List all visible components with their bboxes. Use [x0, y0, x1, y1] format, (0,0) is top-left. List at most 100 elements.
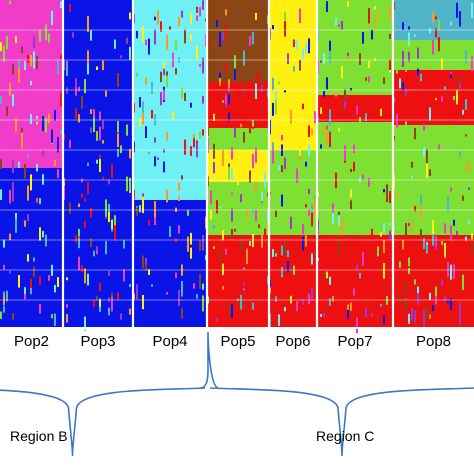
- individual-segment: [399, 78, 401, 89]
- individual-segment: [252, 302, 254, 310]
- individual-segment: [216, 317, 218, 322]
- individual-segment: [154, 16, 156, 21]
- individual-segment: [75, 78, 77, 93]
- individual-segment: [69, 139, 71, 149]
- individual-segment: [99, 159, 101, 172]
- individual-segment: [190, 247, 192, 259]
- individual-segment: [181, 87, 183, 99]
- individual-segment: [48, 33, 50, 43]
- individual-segment: [456, 2, 458, 18]
- individual-segment: [129, 177, 131, 192]
- individual-segment: [27, 214, 29, 222]
- individual-segment: [136, 207, 138, 216]
- population-block-pop6: [269, 0, 317, 329]
- individual-segment: [311, 212, 313, 227]
- individual-segment: [178, 57, 180, 63]
- individual-segment: [347, 1, 349, 7]
- individual-segment: [57, 234, 59, 248]
- individual-segment: [51, 10, 53, 26]
- individual-segment: [383, 223, 385, 233]
- individual-segment: [81, 178, 83, 183]
- individual-segment: [326, 1, 328, 12]
- individual-segment: [57, 169, 59, 179]
- individual-segment: [228, 303, 230, 316]
- individual-segment: [249, 170, 251, 183]
- individual-segment: [51, 129, 53, 143]
- individual-segment: [157, 317, 159, 323]
- individual-segment: [111, 228, 113, 232]
- individual-segment: [178, 290, 180, 306]
- individual-segment: [350, 106, 352, 117]
- individual-segment: [402, 295, 404, 310]
- individual-segment: [414, 206, 416, 212]
- individual-segment: [353, 161, 355, 172]
- individual-segment: [184, 43, 186, 55]
- individual-segment: [190, 33, 192, 42]
- individual-segment: [278, 165, 280, 171]
- individual-segment: [154, 137, 156, 143]
- individual-segment: [417, 286, 419, 298]
- individual-segment: [0, 131, 2, 137]
- individual-segment: [69, 3, 71, 12]
- individual-segment: [228, 112, 230, 121]
- individual-segment: [199, 273, 201, 289]
- individual-segment: [453, 96, 455, 101]
- individual-segment: [139, 117, 141, 127]
- individual-segment: [444, 86, 446, 90]
- individual-segment: [66, 61, 68, 76]
- population-label-pop4: Pop4: [152, 333, 187, 350]
- individual-segment: [417, 293, 419, 305]
- individual-segment: [228, 167, 230, 180]
- individual-segment: [123, 240, 125, 249]
- individual-segment: [429, 107, 431, 121]
- individual-segment: [411, 175, 413, 179]
- individual-segment: [314, 199, 316, 214]
- individual-segment: [323, 270, 325, 279]
- individual-segment: [60, 92, 62, 107]
- cluster-block: [317, 0, 393, 95]
- individual-segment: [12, 159, 14, 173]
- individual-segment: [450, 74, 452, 78]
- individual-segment: [243, 84, 245, 95]
- individual-segment: [216, 200, 218, 214]
- individual-segment: [78, 114, 80, 123]
- individual-segment: [338, 127, 340, 132]
- individual-segment: [178, 78, 180, 91]
- individual-segment: [465, 236, 467, 241]
- individual-segment: [347, 52, 349, 57]
- individual-segment: [30, 114, 32, 125]
- individual-segment: [377, 12, 379, 20]
- individual-segment: [87, 162, 89, 166]
- individual-segment: [311, 128, 313, 136]
- individual-segment: [9, 189, 11, 204]
- individual-segment: [27, 254, 29, 262]
- individual-segment: [284, 240, 286, 254]
- individual-segment: [196, 15, 198, 21]
- individual-segment: [326, 133, 328, 145]
- individual-segment: [0, 189, 2, 201]
- individual-segment: [255, 73, 257, 84]
- individual-segment: [275, 296, 277, 302]
- individual-segment: [36, 217, 38, 226]
- individual-segment: [377, 246, 379, 257]
- individual-segment: [42, 231, 44, 238]
- individual-segment: [341, 21, 343, 30]
- individual-segment: [308, 209, 310, 216]
- individual-segment: [456, 230, 458, 236]
- individual-segment: [468, 220, 470, 225]
- cluster-block: [133, 200, 207, 328]
- individual-segment: [302, 103, 304, 110]
- individual-segment: [389, 33, 391, 39]
- cluster-block: [393, 125, 474, 182]
- individual-segment: [459, 151, 461, 157]
- individual-segment: [429, 169, 431, 176]
- individual-segment: [368, 8, 370, 24]
- individual-segment: [350, 168, 352, 173]
- individual-segment: [365, 307, 367, 318]
- population-block-pop5: [207, 0, 269, 328]
- individual-segment: [157, 270, 159, 275]
- individual-segment: [160, 92, 162, 106]
- individual-segment: [225, 9, 227, 16]
- individual-segment: [374, 6, 376, 10]
- individual-segment: [453, 268, 455, 278]
